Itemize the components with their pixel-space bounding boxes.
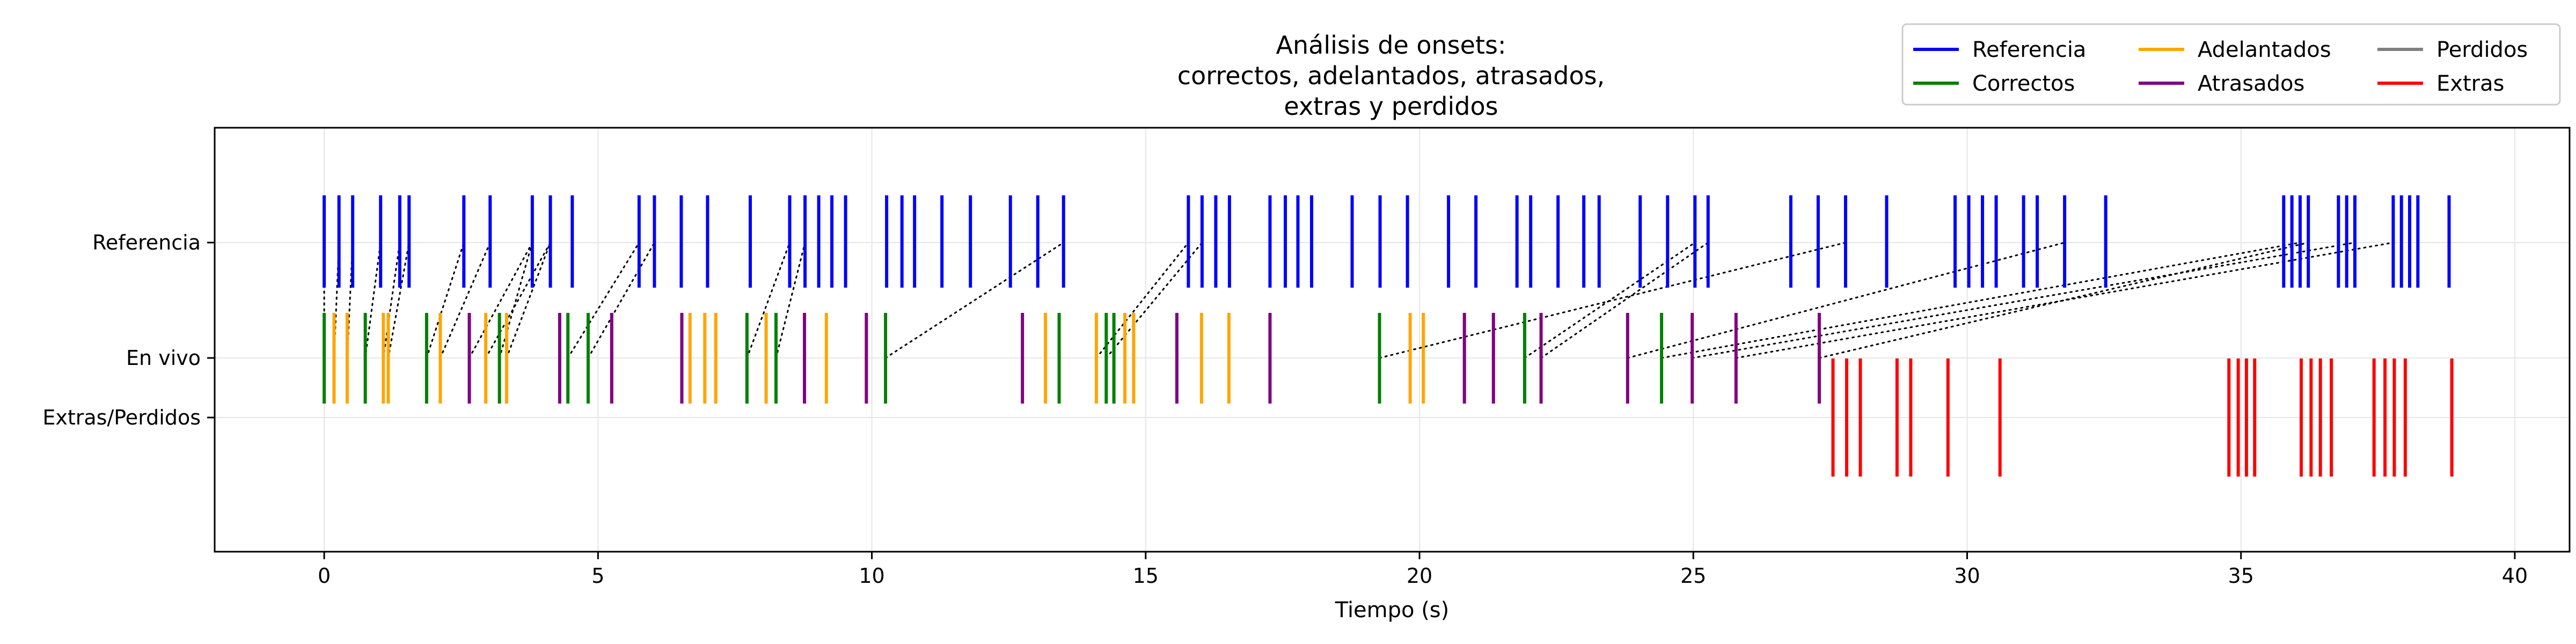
- match-line: [469, 241, 533, 359]
- legend-label: Perdidos: [2436, 38, 2528, 62]
- x-tick-label: 10: [859, 564, 884, 588]
- chart-title-line-3: extras y perdidos: [1284, 92, 1498, 121]
- chart-title-line-2: correctos, adelantados, atrasados,: [1177, 61, 1605, 90]
- match-line: [387, 241, 410, 359]
- x-axis-ticks: 0 5 10 15 20 25 30 35 40: [318, 552, 2528, 588]
- match-line: [1818, 241, 2309, 359]
- y-axis-ticks: Referencia En vivo Extras/Perdidos: [42, 231, 215, 429]
- match-line: [499, 241, 533, 359]
- legend-label: Referencia: [1972, 38, 2086, 62]
- match-line: [1691, 241, 2356, 359]
- chart-title: Análisis de onsets: correctos, adelantad…: [1177, 31, 1605, 121]
- x-tick-label: 0: [318, 564, 331, 588]
- match-line: [884, 241, 1065, 359]
- match-line: [1660, 241, 2301, 359]
- x-tick-label: 40: [2502, 564, 2528, 588]
- match-line: [426, 241, 465, 359]
- y-tick-label-extra_missed: Extras/Perdidos: [42, 406, 201, 429]
- match-line: [1095, 241, 1189, 359]
- match-line: [567, 241, 640, 359]
- x-tick-label: 30: [1954, 564, 1980, 588]
- y-tick-label-live: En vivo: [126, 346, 201, 370]
- chart-title-line-1: Análisis de onsets:: [1276, 31, 1506, 60]
- onset-marks: [323, 195, 2454, 477]
- match-line: [364, 241, 382, 359]
- legend-label: Adelantados: [2198, 38, 2331, 62]
- match-line: [382, 241, 401, 359]
- x-tick-label: 15: [1133, 564, 1159, 588]
- match-line: [587, 241, 655, 359]
- x-tick-label: 5: [591, 564, 604, 588]
- y-tick-label-ref: Referencia: [92, 231, 201, 254]
- plot-area-frame: [214, 127, 2571, 553]
- match-line: [746, 241, 791, 359]
- legend: Referencia Correctos Adelantados Atrasados P…: [1901, 23, 2561, 106]
- x-axis-label: Tiempo (s): [1335, 598, 1450, 623]
- x-tick-label: 25: [1680, 564, 1706, 588]
- x-tick-label: 20: [1407, 564, 1432, 588]
- x-tick-label: 35: [2228, 564, 2254, 588]
- legend-label: Extras: [2436, 71, 2504, 96]
- match-line: [1105, 241, 1203, 359]
- match-line: [485, 241, 552, 359]
- legend-label: Atrasados: [2198, 71, 2304, 96]
- match-line: [1540, 241, 1709, 359]
- match-line: [1627, 241, 2066, 359]
- match-line: [775, 241, 806, 359]
- legend-label: Correctos: [1972, 71, 2075, 96]
